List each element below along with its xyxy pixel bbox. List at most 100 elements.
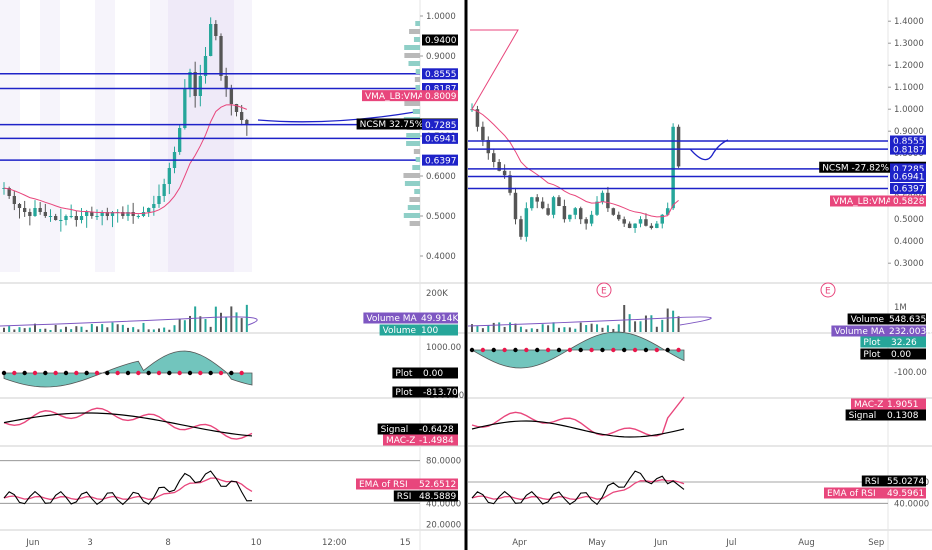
volume-bar [111,322,114,332]
candle-body [665,208,670,215]
volume-bar [536,328,539,332]
zero-line-dot [502,347,507,353]
volume-bar [661,319,664,332]
volume-bar [568,327,571,332]
candle-body [214,24,218,36]
volume-profile-bar [415,157,420,162]
indicator-label: Plot [863,350,880,360]
candle-body [595,201,599,215]
price-value: 0.6941 [425,135,457,145]
volume-bar [623,304,626,332]
volume-profile-bar [404,181,420,186]
candle-body [43,212,47,216]
volume-bar [199,316,202,332]
price-value: 0.9400 [425,36,457,46]
volume-bar [525,329,528,332]
zero-line-dot [53,370,58,376]
price-value: -0.6428 [419,425,454,435]
candle-body [627,223,632,228]
earnings-event-marker[interactable] [820,282,836,298]
zero-line-dot [545,347,551,353]
session-shading [95,0,115,272]
x-tick-label: Apr [512,538,527,548]
price-value-tag [422,34,458,46]
indicator-label: Plot [395,388,412,398]
candle-body [54,216,58,220]
candle-body [546,208,550,215]
volume-bar [650,315,653,332]
candle-body [85,212,89,216]
earnings-event-marker[interactable] [596,282,612,298]
indicator-label-tag [861,475,884,487]
zero-line-dot [115,370,120,376]
rsi-axis-label: 40.0000 [426,499,461,509]
indicator-label: Plot [395,369,412,379]
price-value-tag [422,154,458,166]
volume-bar [28,327,31,332]
volume-bar [563,327,566,332]
macz-line [471,396,685,437]
y-tick-label: 1.1000 [894,83,924,93]
left-chart-panel[interactable]: 1.00000.90000.70000.60000.50000.40000.94… [0,0,466,550]
signal-line [3,412,253,437]
price-value: -1.4984 [419,436,454,446]
drawn-curve[interactable] [689,139,729,161]
ema-rsi-line [471,479,685,501]
zero-line-dot [524,347,529,353]
volume-profile-bar [408,61,420,66]
volume-bar [225,317,228,332]
candle-body [131,212,135,216]
volume-axis-label: 200K [426,289,448,299]
volume-bar [574,328,577,332]
price-value: 49.5961 [887,489,924,499]
indicator-label-tag [824,487,884,499]
volume-bar [75,326,78,332]
indicator-label-tag [392,367,420,379]
right-chart-panel[interactable]: 1.4000 1.3000 1.2000 1.1000 1.0000 0.9000 0.30… [467,0,932,550]
volume-ma-line [0,316,258,327]
candle-body [183,88,187,128]
y-tick-label: 0.5000 [894,215,924,225]
drawn-curve[interactable] [257,111,416,123]
volume-bar [644,315,647,332]
vma-line [3,104,248,215]
candle-body [530,197,534,209]
price-value: 0.6397 [425,156,457,166]
indicator-label-tag [393,490,416,502]
rsi-axis-label: 20.0000 [426,521,461,531]
candle-body [59,220,63,221]
histogram-area [3,350,253,388]
signal-line [471,420,685,438]
indicator-label-tag [819,161,890,173]
candle-body [7,188,11,196]
candle-body [475,109,480,127]
volume-bar [39,328,42,332]
volume-bar [552,322,555,332]
y-tick-label: 0.5000 [426,212,456,222]
y-tick-label: 0.4000 [426,252,456,262]
zero-line-dot [167,370,172,376]
indicator-label: EMA of RSI [359,480,408,490]
zero-line-dot [125,370,131,376]
zero-line-dot [513,347,518,353]
volume-profile-bar [403,213,420,218]
volume-profile-bar [404,53,420,58]
indicator-label-tag [363,312,418,324]
x-tick-label: May [588,538,606,548]
price-value-tag [416,434,458,446]
candle-body [649,225,654,228]
candle-body [23,208,27,212]
candle-body [234,104,239,112]
price-value-tag [886,325,926,337]
volume-bar [106,327,109,332]
candle-body [671,126,675,209]
indicator-label: VMA_LB:VMA [833,197,893,207]
price-value: 100 [421,326,438,336]
candle-body [209,24,213,56]
price-value-tag [422,119,458,131]
candle-body [540,201,545,209]
volume-profile-bar [415,69,420,74]
zero-line-dot [43,370,48,376]
volume-bar [121,324,124,332]
volume-bar [158,328,160,332]
